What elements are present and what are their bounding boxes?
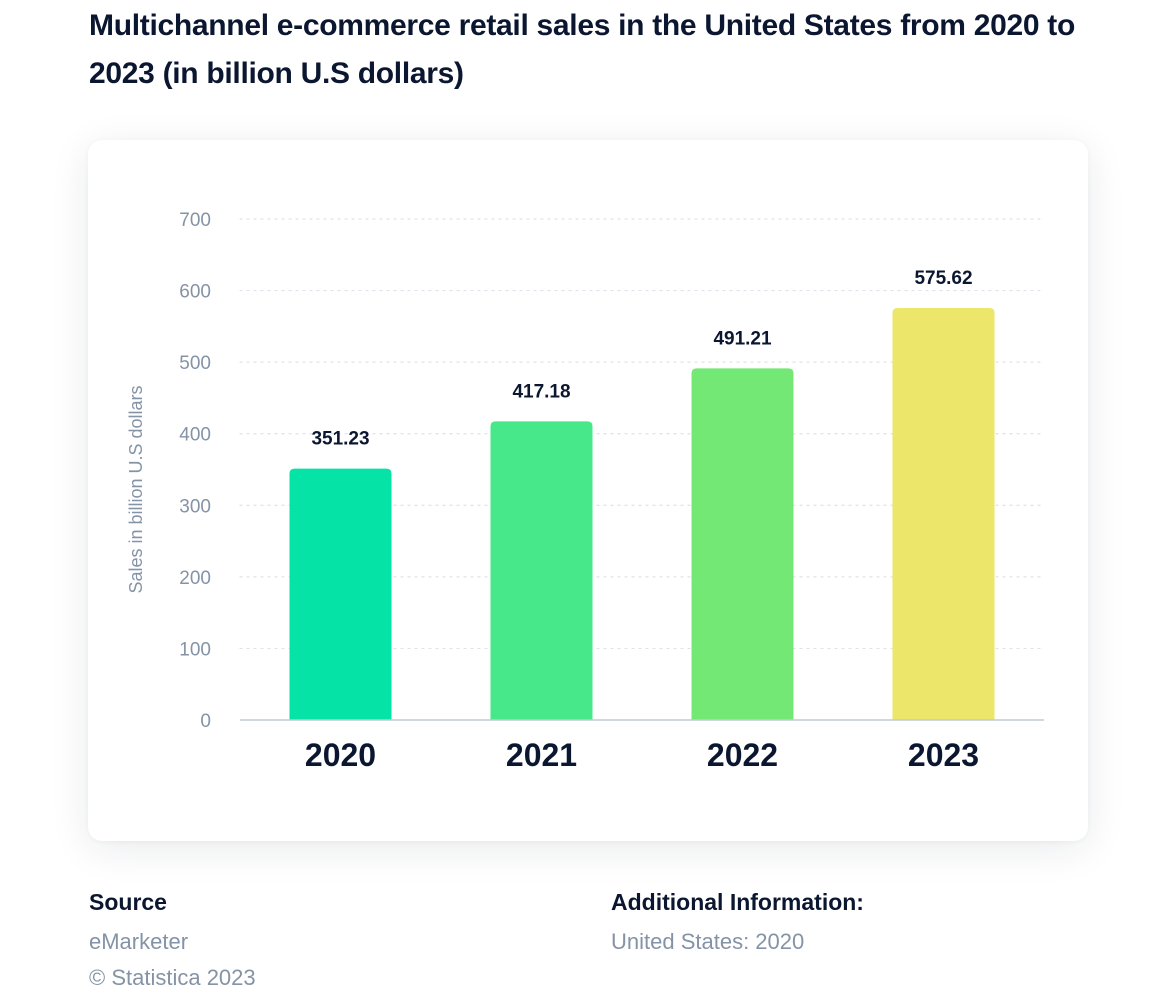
- y-tick-label: 600: [179, 282, 211, 303]
- additional-info-heading: Additional Information:: [611, 889, 864, 915]
- bar-chart: 0 100 200 300 400 500 600 700 Sales in billion …: [126, 210, 1045, 773]
- value-label: 417.18: [512, 381, 570, 402]
- x-tick-label: 2022: [707, 737, 778, 773]
- y-axis-label: Sales in billion U.S dollars: [126, 385, 146, 593]
- bars: [289, 308, 995, 720]
- source-heading: Source: [89, 889, 167, 915]
- value-label: 491.21: [713, 328, 772, 349]
- value-labels: 351.23 417.18 491.21 575.62: [311, 268, 972, 450]
- y-tick-label: 500: [179, 353, 211, 374]
- x-tick-label: 2023: [908, 737, 979, 773]
- chart-title: Multichannel e-commerce retail sales in …: [89, 9, 1075, 90]
- copyright-text: © Statistica 2023: [89, 965, 256, 990]
- y-tick-label: 100: [179, 639, 211, 660]
- additional-info-text: United States: 2020: [611, 929, 805, 954]
- bar-2022: [691, 368, 794, 720]
- bar-2023: [892, 308, 995, 720]
- y-tick-label: 200: [179, 568, 211, 589]
- source-link[interactable]: eMarketer: [89, 929, 189, 954]
- y-tick-label: 400: [179, 425, 211, 446]
- x-tick-label: 2021: [506, 737, 577, 773]
- x-tick-label: 2020: [305, 737, 376, 773]
- y-axis-ticks: 0 100 200 300 400 500 600 700: [179, 210, 211, 732]
- source-section: Source eMarketer © Statistica 2023: [89, 886, 256, 996]
- bar-2020: [289, 468, 392, 720]
- value-label: 351.23: [311, 429, 369, 450]
- chart-card: 0 100 200 300 400 500 600 700 Sales in billion …: [88, 140, 1088, 841]
- y-tick-label: 300: [179, 496, 211, 517]
- y-tick-label: 700: [179, 210, 211, 231]
- y-tick-label: 0: [200, 711, 211, 732]
- additional-info-section: Additional Information: United States: 2…: [611, 886, 864, 960]
- x-axis-ticks: 2020 2021 2022 2023: [305, 737, 979, 773]
- value-label: 575.62: [914, 268, 972, 289]
- bar-2021: [490, 421, 593, 720]
